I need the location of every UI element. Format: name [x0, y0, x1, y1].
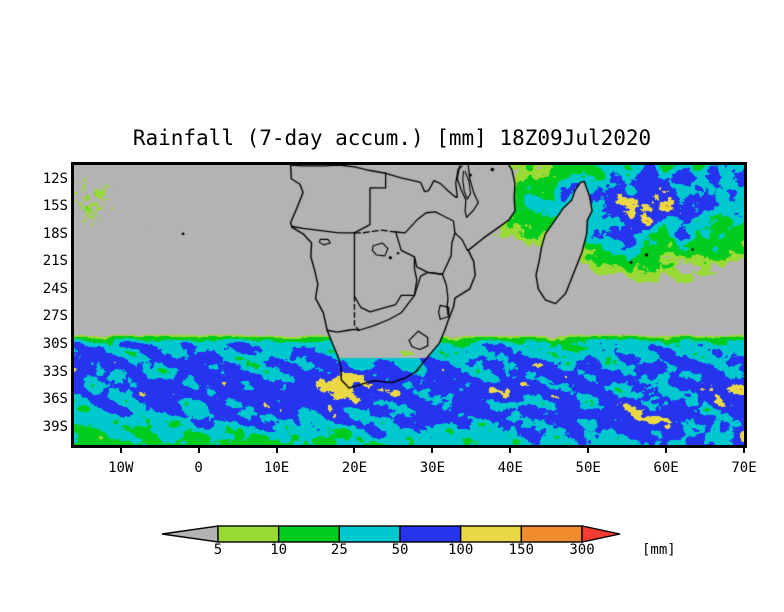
x-tick-mark	[119, 446, 122, 453]
y-tick-label: 18S	[42, 225, 68, 242]
y-tick-label: 21S	[42, 253, 68, 270]
colorbar-tick-label: 50	[391, 542, 409, 558]
y-tick-label: 39S	[42, 418, 68, 435]
x-tick-mark	[431, 446, 434, 453]
x-axis: 10W 0 10E 20E 30E 40E 50E 60E 70E	[71, 446, 757, 478]
colorbar-tick-label: 300	[569, 542, 595, 558]
colorbar-segment	[459, 525, 523, 543]
x-tick-mark	[509, 446, 512, 453]
y-tick-label: 33S	[42, 363, 68, 380]
colorbar[interactable]: [mm] 5 10 25 50 100 150 300	[140, 518, 676, 574]
colorbar-tick-label: 150	[508, 542, 534, 558]
rainfall-raster	[74, 165, 744, 445]
colorbar-tick-label: 25	[330, 542, 348, 558]
colorbar-high-extend	[581, 525, 621, 543]
x-tick-mark	[275, 446, 278, 453]
colorbar-segment	[399, 525, 462, 543]
x-tick-mark	[587, 446, 590, 453]
x-tick-label: 40E	[497, 460, 523, 476]
colorbar-segment	[277, 525, 341, 543]
x-tick-mark	[665, 446, 668, 453]
x-tick-label: 60E	[653, 460, 679, 476]
x-tick-label: 20E	[341, 460, 368, 476]
chart-title: Rainfall (7-day accum.) [mm] 18Z09Jul202…	[132, 126, 652, 150]
y-axis: 12S 15S 18S 21S 24S 27S 30S 33S 36S 39S	[12, 162, 81, 448]
colorbar-tick-label: 100	[448, 542, 474, 558]
colorbar-segment	[520, 525, 583, 543]
x-tick-mark	[353, 446, 356, 453]
y-tick-label: 24S	[42, 280, 68, 297]
y-tick-label: 15S	[42, 198, 68, 215]
colorbar-low-extend	[161, 525, 219, 543]
x-tick-label: 30E	[419, 460, 446, 476]
x-tick-label: 0	[194, 460, 203, 476]
x-tick-label: 10W	[108, 460, 134, 476]
colorbar-tick-label: 5	[213, 542, 223, 558]
y-tick-label: 27S	[42, 308, 68, 325]
colorbar-tick-label: 10	[270, 542, 288, 558]
y-tick-label: 36S	[42, 391, 68, 408]
y-tick-label: 30S	[42, 336, 68, 353]
x-tick-mark	[197, 446, 200, 453]
colorbar-unit-label: [mm]	[642, 542, 676, 558]
y-tick-label: 12S	[42, 170, 68, 187]
x-tick-label: 50E	[575, 460, 601, 476]
map-plot-area[interactable]	[71, 162, 747, 448]
x-tick-mark	[743, 446, 745, 453]
colorbar-swatches	[161, 525, 621, 543]
x-tick-label: 70E	[731, 460, 757, 476]
colorbar-segment	[338, 525, 401, 543]
x-tick-label: 10E	[263, 460, 290, 476]
colorbar-segment	[217, 525, 280, 543]
